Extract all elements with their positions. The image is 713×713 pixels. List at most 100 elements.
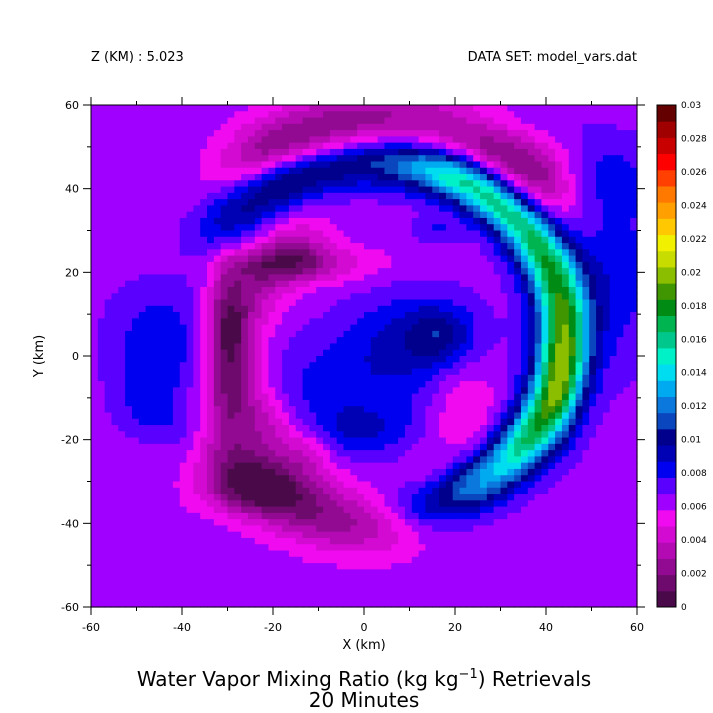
heatmap-cell bbox=[91, 450, 99, 457]
heatmap-cell bbox=[207, 136, 215, 144]
heatmap-cell bbox=[616, 330, 624, 338]
heatmap-cell bbox=[534, 481, 543, 489]
heatmap-cell bbox=[630, 186, 638, 194]
heatmap-cell bbox=[104, 274, 113, 282]
heatmap-cell bbox=[227, 105, 235, 112]
heatmap-cell bbox=[213, 387, 222, 395]
heatmap-cell bbox=[316, 481, 324, 489]
heatmap-cell bbox=[425, 475, 433, 483]
heatmap-cell bbox=[247, 468, 256, 476]
heatmap-cell bbox=[602, 412, 611, 420]
heatmap-cell bbox=[138, 161, 147, 169]
heatmap-cell bbox=[350, 475, 358, 483]
heatmap-cell bbox=[445, 111, 454, 119]
heatmap-cell bbox=[329, 280, 338, 288]
heatmap-cell bbox=[370, 142, 379, 150]
heatmap-cell bbox=[411, 431, 420, 439]
heatmap-cell bbox=[391, 255, 399, 263]
heatmap-cell bbox=[404, 130, 413, 137]
heatmap-cell bbox=[466, 268, 474, 276]
heatmap-cell bbox=[452, 199, 461, 207]
heatmap-cell bbox=[316, 249, 324, 257]
heatmap-cell bbox=[575, 205, 584, 213]
heatmap-cell bbox=[555, 475, 563, 483]
heatmap-cell bbox=[630, 418, 638, 426]
heatmap-cell bbox=[125, 412, 133, 420]
heatmap-cell bbox=[493, 462, 502, 470]
heatmap-cell bbox=[377, 117, 386, 125]
heatmap-cell bbox=[186, 406, 194, 414]
heatmap-cell bbox=[241, 456, 249, 464]
heatmap-cell bbox=[616, 192, 624, 200]
heatmap-cell bbox=[473, 123, 481, 131]
heatmap-cell bbox=[152, 356, 160, 363]
heatmap-cell bbox=[220, 343, 229, 351]
heatmap-cell bbox=[220, 199, 229, 207]
heatmap-cell bbox=[97, 412, 106, 420]
heatmap-cell bbox=[159, 450, 167, 457]
heatmap-cell bbox=[623, 330, 631, 338]
heatmap-cell bbox=[541, 268, 549, 276]
heatmap-cell bbox=[582, 412, 590, 420]
heatmap-cell bbox=[111, 186, 119, 194]
heatmap-cell bbox=[323, 199, 331, 207]
heatmap-cell bbox=[527, 418, 536, 426]
heatmap-cell bbox=[534, 299, 543, 307]
heatmap-cell bbox=[302, 343, 310, 351]
heatmap-cell bbox=[541, 117, 549, 125]
heatmap-cell bbox=[234, 312, 242, 319]
heatmap-cell bbox=[384, 299, 392, 307]
heatmap-cell bbox=[152, 199, 160, 207]
heatmap-cell bbox=[309, 487, 317, 495]
heatmap-cell bbox=[466, 155, 474, 163]
heatmap-cell bbox=[302, 337, 310, 345]
heatmap-cell bbox=[227, 305, 235, 313]
heatmap-cell bbox=[234, 105, 242, 112]
heatmap-cell bbox=[213, 111, 222, 119]
heatmap-cell bbox=[186, 136, 194, 144]
heatmap-cell bbox=[616, 236, 624, 244]
heatmap-cell bbox=[384, 412, 392, 420]
heatmap-cell bbox=[247, 211, 256, 219]
heatmap-cell bbox=[623, 236, 631, 244]
heatmap-cell bbox=[520, 406, 529, 414]
heatmap-cell bbox=[220, 286, 229, 294]
heatmap-cell bbox=[118, 155, 126, 163]
heatmap-cell bbox=[630, 475, 638, 483]
heatmap-cell bbox=[316, 381, 324, 388]
heatmap-cell bbox=[111, 299, 119, 307]
heatmap-cell bbox=[473, 305, 481, 313]
heatmap-cell bbox=[507, 431, 515, 439]
heatmap-cell bbox=[507, 243, 515, 250]
heatmap-cell bbox=[555, 155, 563, 163]
heatmap-cell bbox=[548, 349, 556, 357]
heatmap-cell bbox=[207, 462, 215, 470]
heatmap-cell bbox=[261, 192, 270, 200]
heatmap-cell bbox=[125, 105, 133, 112]
heatmap-cell bbox=[275, 274, 283, 282]
heatmap-cell bbox=[616, 481, 624, 489]
heatmap-cell bbox=[343, 230, 351, 238]
heatmap-cell bbox=[561, 105, 570, 112]
heatmap-cell bbox=[568, 161, 577, 169]
heatmap-cell bbox=[555, 318, 563, 326]
heatmap-cell bbox=[125, 155, 133, 163]
heatmap-cell bbox=[350, 468, 358, 476]
heatmap-cell bbox=[500, 305, 508, 313]
heatmap-cell bbox=[145, 192, 154, 200]
heatmap-cell bbox=[343, 224, 351, 232]
heatmap-cell bbox=[357, 180, 365, 188]
heatmap-cell bbox=[398, 293, 406, 301]
heatmap-cell bbox=[493, 192, 502, 200]
heatmap-cell bbox=[261, 318, 270, 326]
heatmap-cell bbox=[582, 142, 590, 150]
heatmap-cell bbox=[370, 312, 379, 319]
heatmap-cell bbox=[282, 268, 290, 276]
heatmap-cell bbox=[172, 443, 181, 451]
heatmap-cell bbox=[336, 148, 345, 156]
heatmap-cell bbox=[159, 418, 167, 426]
heatmap-cell bbox=[377, 286, 386, 294]
heatmap-cell bbox=[234, 443, 242, 451]
heatmap-cell bbox=[589, 431, 597, 439]
heatmap-cell bbox=[207, 261, 215, 269]
